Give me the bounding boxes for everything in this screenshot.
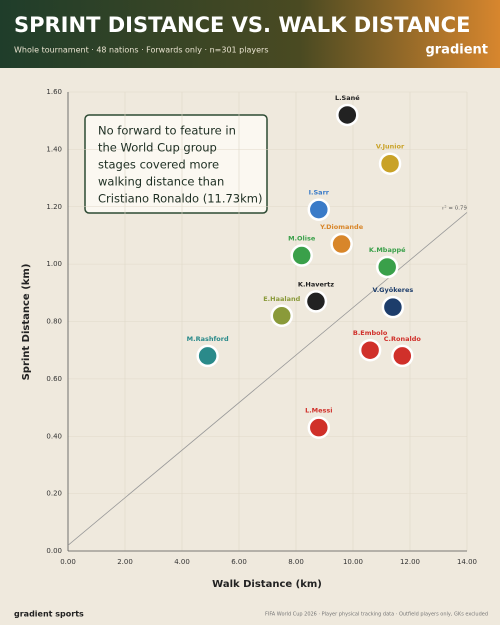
player-marker <box>196 344 219 368</box>
x-axis-label: Walk Distance (km) <box>212 579 322 590</box>
player-label: V.Junior <box>376 143 405 151</box>
player-marker <box>391 344 414 368</box>
player-label: M.Olise <box>288 235 316 243</box>
player-marker <box>330 232 353 256</box>
brand: gradient <box>425 43 488 58</box>
player-label: K.Mbappé <box>369 246 406 254</box>
x-tick-label: 14.00 <box>457 558 477 566</box>
subtitle: Whole tournament · 48 nations · Forwards… <box>14 46 269 55</box>
player-marker <box>290 244 313 267</box>
player-label: V.Gyökeres <box>373 286 414 294</box>
annotation-text: walking distance than <box>98 175 224 189</box>
footer-left: gradient sports <box>14 610 84 619</box>
y-tick-label: 0.40 <box>46 432 62 440</box>
player-label: L.Messi <box>305 407 332 415</box>
x-tick-label: 0.00 <box>60 558 76 566</box>
trend-line <box>67 212 468 546</box>
x-tick-label: 6.00 <box>231 558 247 566</box>
y-axis-label: Sprint Distance (km) <box>21 264 32 381</box>
annotation-box <box>84 114 268 214</box>
player-label: C.Ronaldo <box>384 335 422 343</box>
player-marker <box>381 295 405 319</box>
y-tick-label: 0.80 <box>46 318 62 326</box>
x-tick-label: 8.00 <box>288 558 304 566</box>
trend-label: r² = 0.79 <box>442 205 467 212</box>
player-label: I.Sarr <box>309 189 330 197</box>
player-label: Y.Diomande <box>319 223 364 231</box>
player-marker <box>307 198 331 221</box>
annotation-text: the World Cup group <box>98 141 217 155</box>
x-tick-label: 12.00 <box>400 558 420 566</box>
y-tick-label: 1.20 <box>46 203 62 211</box>
player-marker <box>336 103 359 127</box>
x-tick-label: 10.00 <box>343 558 363 566</box>
player-marker <box>375 255 399 279</box>
player-label: K.Havertz <box>298 280 334 288</box>
y-tick-label: 1.40 <box>46 145 62 153</box>
x-tick-label: 2.00 <box>117 558 133 566</box>
header-band <box>0 0 500 68</box>
player-marker <box>307 416 331 439</box>
footer-right: FIFA World Cup 2026 · Player physical tr… <box>265 612 488 618</box>
annotation-text: No forward to feature in <box>98 124 236 138</box>
player-marker <box>304 290 328 313</box>
y-tick-label: 0.20 <box>46 490 62 498</box>
y-tick-label: 0.00 <box>46 547 62 555</box>
player-label: L.Sané <box>335 94 360 102</box>
x-tick-label: 4.00 <box>174 558 190 566</box>
chart-title: SPRINT DISTANCE VS. WALK DISTANCE <box>14 13 470 37</box>
player-label: B.Embolo <box>353 329 388 337</box>
annotation-text: stages covered more <box>98 158 219 172</box>
player-label: E.Haaland <box>263 295 300 303</box>
y-tick-label: 1.60 <box>46 88 62 96</box>
y-tick-label: 1.00 <box>46 260 62 268</box>
y-tick-label: 0.60 <box>46 375 62 383</box>
player-marker <box>270 304 293 328</box>
player-label: M.Rashford <box>187 335 229 343</box>
player-marker <box>358 338 382 362</box>
annotation-text: Cristiano Ronaldo (11.73km) <box>98 192 262 206</box>
player-marker <box>378 152 402 175</box>
